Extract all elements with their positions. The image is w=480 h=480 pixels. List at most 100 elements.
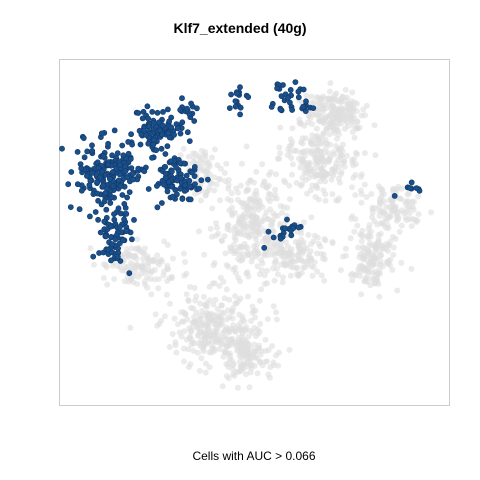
highlighted-cell-point [164, 143, 171, 150]
background-cell-point [338, 145, 345, 152]
background-cell-point [200, 293, 207, 300]
highlighted-cell-point [177, 130, 184, 137]
background-cell-point [230, 371, 237, 378]
background-cell-point [371, 122, 378, 129]
background-cell-point [368, 191, 375, 198]
highlighted-cell-point [300, 86, 307, 93]
highlighted-cell-point [110, 183, 117, 190]
background-cell-point [312, 193, 319, 200]
background-cell-point [327, 154, 334, 161]
background-cell-point [150, 258, 157, 265]
highlighted-cell-point [122, 168, 129, 175]
highlighted-cell-point [164, 106, 171, 113]
background-cell-point [211, 174, 218, 181]
background-cell-point [315, 137, 322, 144]
background-cell-point [244, 207, 251, 214]
background-cell-point [257, 201, 264, 208]
background-cell-point [365, 248, 372, 254]
highlighted-cell-point [114, 150, 121, 157]
highlighted-cell-point [391, 192, 398, 199]
background-cell-point [239, 160, 245, 167]
background-cell-point [236, 325, 243, 332]
background-cell-point [244, 252, 251, 259]
highlighted-cell-point [100, 153, 107, 160]
background-cell-point [201, 251, 208, 258]
highlighted-cell-point [179, 196, 186, 202]
background-cell-point [243, 324, 250, 331]
background-cell-point [363, 194, 370, 200]
highlighted-cell-point [125, 138, 132, 145]
background-cell-point [250, 196, 257, 203]
background-cell-point [339, 160, 346, 167]
background-cell-point [228, 190, 235, 197]
background-cell-point [218, 317, 225, 324]
background-cell-point [309, 111, 316, 117]
background-cell-point [377, 220, 384, 227]
background-cell-point [330, 95, 337, 102]
highlighted-cell-point [198, 177, 205, 184]
highlighted-cell-point [154, 109, 161, 116]
background-cell-point [299, 258, 306, 265]
background-cell-point [278, 261, 284, 268]
background-cell-point [263, 233, 270, 240]
highlighted-cell-point [89, 169, 96, 176]
background-cell-point [202, 337, 209, 344]
background-cell-point [212, 146, 218, 153]
background-cell-point [335, 127, 342, 134]
background-cell-point [243, 339, 250, 346]
highlighted-cell-point [166, 118, 173, 125]
background-cell-point [221, 170, 228, 176]
highlighted-cell-point [78, 187, 85, 194]
highlighted-cell-point [232, 98, 239, 104]
background-cell-point [132, 245, 139, 252]
background-cell-point [387, 238, 394, 245]
background-cell-point [323, 113, 330, 120]
background-cell-point [144, 274, 150, 281]
background-cell-point [179, 318, 185, 325]
background-cell-point [286, 182, 293, 189]
background-cell-point [188, 341, 195, 348]
background-cell-point [224, 226, 231, 232]
background-cell-point [140, 261, 147, 268]
highlighted-cell-point [87, 177, 94, 184]
background-cell-point [253, 168, 260, 175]
highlighted-cell-point [181, 187, 188, 194]
background-cell-point [166, 275, 173, 282]
background-cell-point [144, 253, 151, 260]
background-cell-point [145, 262, 152, 269]
highlighted-cell-point [413, 185, 420, 191]
highlighted-cell-point [114, 253, 121, 260]
background-cell-point [317, 118, 324, 125]
background-cell-point [239, 365, 246, 372]
background-cell-point [216, 283, 223, 289]
background-cell-point [139, 266, 145, 272]
background-cell-point [321, 169, 328, 176]
background-cell-point [125, 251, 132, 258]
background-cell-point [270, 210, 277, 217]
background-cell-point [359, 244, 366, 251]
background-cell-point [364, 273, 370, 280]
highlighted-cell-point [97, 229, 104, 236]
background-cell-point [266, 198, 273, 205]
background-cell-point [297, 120, 304, 126]
highlighted-cell-point [129, 141, 135, 148]
highlighted-cell-point [153, 147, 159, 154]
background-cell-point [171, 315, 178, 322]
background-cell-point [231, 209, 238, 216]
background-cell-point [375, 232, 382, 238]
background-cell-point [258, 267, 265, 274]
highlighted-cell-point [126, 189, 133, 195]
background-cell-point [405, 190, 412, 197]
background-cell-point [209, 154, 215, 161]
background-cell-point [256, 297, 263, 304]
highlighted-cell-point [95, 165, 102, 171]
background-cell-point [375, 280, 382, 287]
background-cell-point [383, 203, 390, 210]
background-cell-point [212, 296, 219, 303]
highlighted-cell-point [150, 141, 157, 148]
background-cell-point [289, 171, 295, 178]
background-cell-point [408, 223, 415, 230]
background-cell-point [300, 219, 307, 226]
background-cell-point [272, 186, 279, 193]
